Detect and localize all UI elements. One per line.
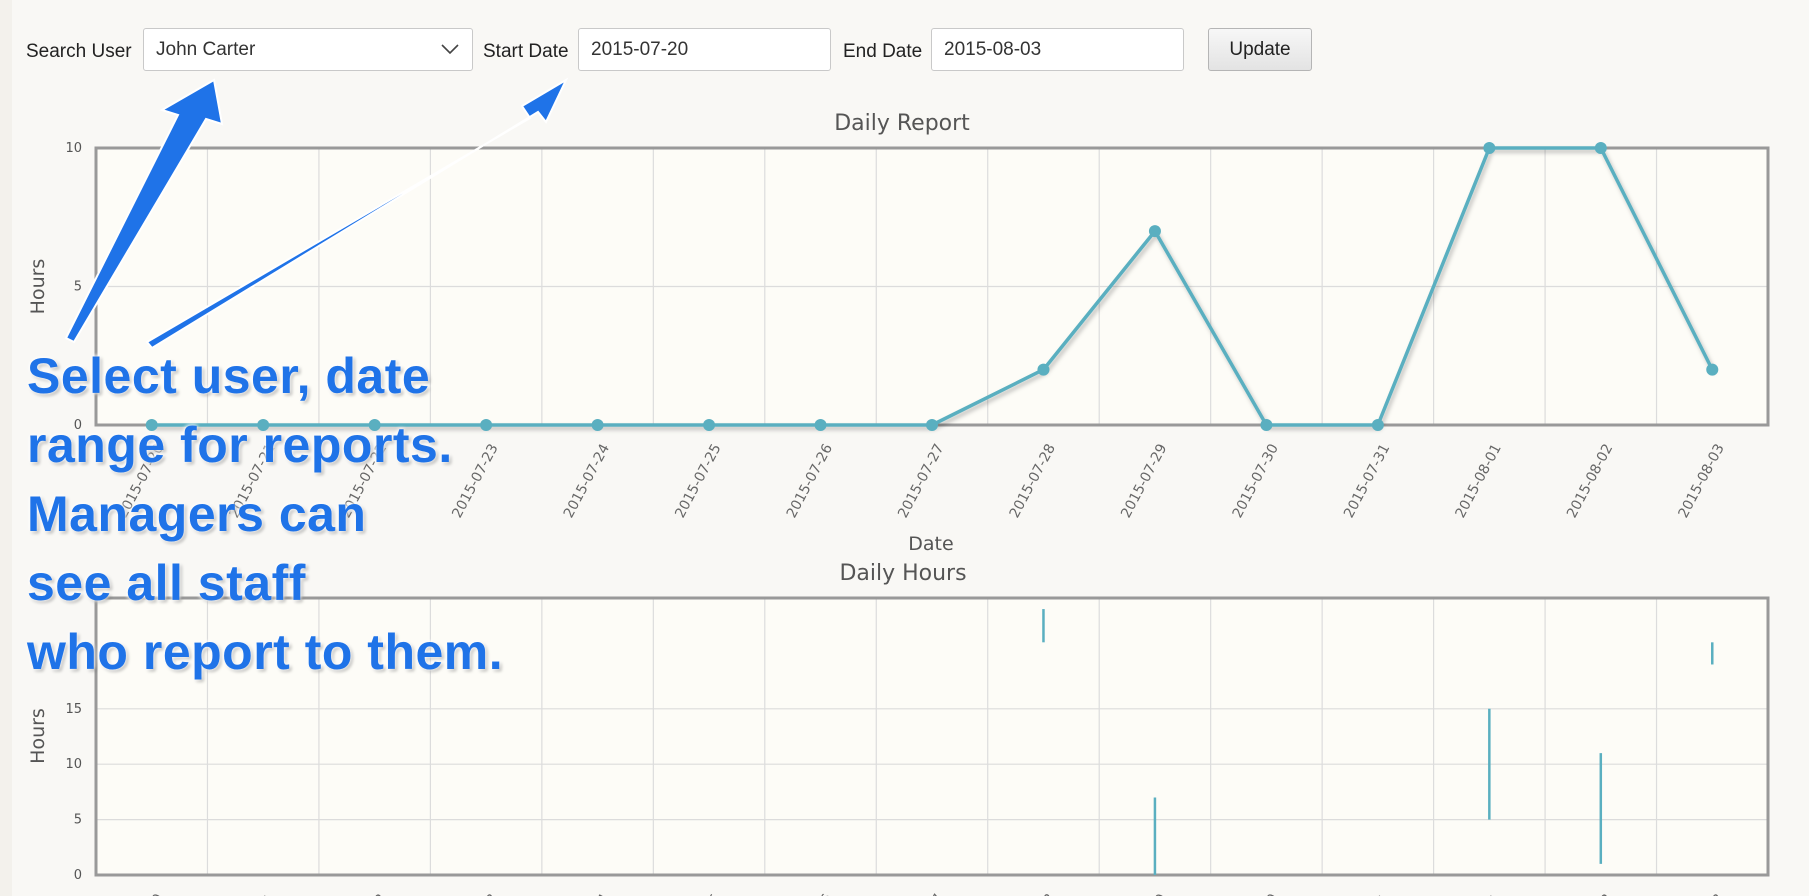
start-date-input[interactable]: 2015-07-20 bbox=[578, 28, 831, 71]
report-y-tick-label: 10 bbox=[65, 141, 82, 156]
report-x-tick-label: 2015-07-27 bbox=[895, 441, 947, 520]
annotation-arrow-left bbox=[64, 78, 224, 344]
end-date-label: End Date bbox=[843, 41, 923, 62]
annotation-arrow-right bbox=[145, 77, 569, 350]
report-data-point bbox=[814, 419, 827, 431]
hours-x-tick-label: 2015-07-27 bbox=[895, 891, 947, 896]
start-date-label: Start Date bbox=[483, 41, 569, 62]
report-data-point bbox=[591, 419, 604, 431]
hours-x-tick-label: 2015-07-28 bbox=[1007, 891, 1059, 896]
hours-y-tick-label: 0 bbox=[74, 868, 82, 883]
report-data-point bbox=[480, 419, 493, 431]
daily-hours-chart: 0 5 10 15 Daily Hours Hours 2015-07-20 2015-07-… bbox=[27, 561, 1770, 896]
report-x-tick-label: 2015-08-03 bbox=[1675, 441, 1727, 520]
report-x-tick-label: 2015-07-30 bbox=[1230, 441, 1282, 520]
report-data-point bbox=[703, 419, 716, 431]
report-x-axis-label: Date bbox=[908, 533, 953, 555]
report-x-tick-label: 2015-08-01 bbox=[1453, 441, 1505, 520]
hours-x-tick-label: 2015-07-24 bbox=[561, 891, 613, 896]
hours-y-axis-label: Hours bbox=[27, 708, 49, 764]
update-button[interactable]: Update bbox=[1208, 28, 1312, 71]
hours-x-tick-label: 2015-07-25 bbox=[672, 891, 724, 896]
report-data-point bbox=[1260, 419, 1273, 431]
report-x-tick-label: 2015-07-25 bbox=[672, 441, 724, 520]
hours-x-tick-label: 2015-08-02 bbox=[1564, 891, 1616, 896]
report-y-tick-label: 0 bbox=[74, 418, 82, 433]
report-y-tick-label: 5 bbox=[74, 280, 82, 295]
annotation-arrows bbox=[64, 77, 569, 350]
report-data-point bbox=[1483, 142, 1496, 154]
report-x-tick-label: 2015-08-02 bbox=[1564, 441, 1616, 520]
report-x-tick-label: 2015-07-28 bbox=[1007, 441, 1059, 520]
hours-y-tick-label: 10 bbox=[65, 757, 82, 772]
hours-x-tick-label: 2015-08-03 bbox=[1675, 891, 1727, 896]
report-y-axis-label: Hours bbox=[27, 259, 49, 315]
report-data-point bbox=[145, 419, 158, 431]
report-x-tick-label: 2015-07-29 bbox=[1118, 441, 1170, 520]
hours-x-tick-label: 2015-07-31 bbox=[1341, 891, 1393, 896]
hours-plot-border bbox=[94, 596, 1770, 877]
report-data-point bbox=[257, 419, 270, 431]
hours-x-tick-label: 2015-08-01 bbox=[1453, 891, 1505, 896]
hours-chart-title: Daily Hours bbox=[839, 561, 966, 586]
hours-y-tick-label: 15 bbox=[65, 702, 82, 717]
chevron-down-icon bbox=[440, 29, 460, 85]
hours-x-tick-label: 2015-07-22 bbox=[338, 891, 390, 896]
report-data-point bbox=[1594, 142, 1607, 154]
report-data-point bbox=[1148, 225, 1161, 238]
report-data-point bbox=[368, 419, 381, 431]
report-data-point bbox=[1037, 363, 1050, 376]
report-x-tick-label: 2015-07-24 bbox=[561, 441, 613, 520]
report-data-point bbox=[1706, 363, 1719, 376]
hours-x-tick-label: 2015-07-21 bbox=[226, 891, 278, 896]
hours-y-tick-label: 5 bbox=[74, 813, 82, 828]
report-x-tick-label: 2015-07-26 bbox=[784, 441, 836, 520]
hours-x-tick-label: 2015-07-26 bbox=[784, 891, 836, 896]
report-data-point bbox=[926, 419, 938, 431]
hours-x-tick-label: 2015-07-29 bbox=[1118, 891, 1170, 896]
search-user-label: Search User bbox=[26, 41, 132, 62]
hours-x-tick-label: 2015-07-20 bbox=[115, 891, 167, 896]
search-user-value: John Carter bbox=[156, 39, 256, 60]
report-chart-title: Daily Report bbox=[834, 111, 970, 136]
end-date-input[interactable]: 2015-08-03 bbox=[931, 28, 1184, 71]
report-x-tick-label: 2015-07-31 bbox=[1341, 441, 1393, 520]
report-data-point bbox=[1371, 419, 1384, 431]
search-user-select[interactable]: John Carter bbox=[143, 28, 473, 71]
hours-x-tick-label: 2015-07-30 bbox=[1230, 891, 1282, 896]
hours-x-tick-label: 2015-07-23 bbox=[449, 891, 501, 896]
annotation-callout: Select user, date range for reports. Man… bbox=[27, 348, 504, 680]
